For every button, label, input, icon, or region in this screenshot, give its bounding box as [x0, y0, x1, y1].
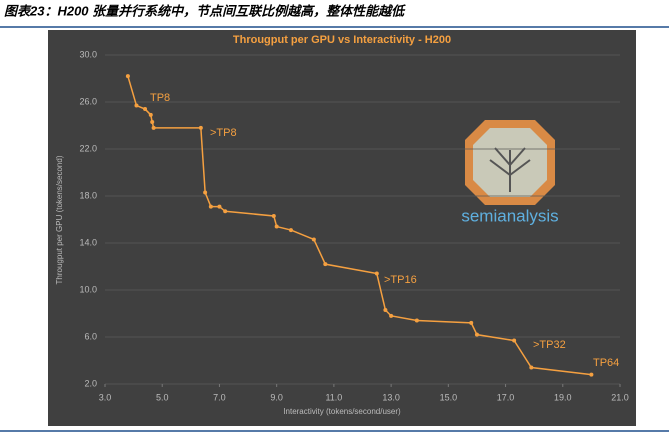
x-tick-label: 13.0: [382, 392, 400, 402]
y-tick-label: 30.0: [79, 49, 97, 59]
data-point: [223, 209, 228, 214]
chart-title: Througput per GPU vs Interactivity - H20…: [233, 34, 451, 46]
x-axis-label: Interactivity (tokens/second/user): [283, 407, 401, 416]
data-point: [150, 119, 155, 124]
data-point: [143, 107, 148, 112]
x-tick-label: 3.0: [99, 392, 112, 402]
x-tick-label: 17.0: [497, 392, 515, 402]
annotation: >TP32: [533, 339, 566, 351]
figure-title: 图表23：H200 张量并行系统中，节点间互联比例越高，整体性能越低: [4, 3, 406, 18]
annotation: TP8: [150, 92, 170, 104]
data-point: [274, 224, 279, 229]
x-tick-label: 7.0: [213, 392, 226, 402]
data-point: [469, 320, 474, 325]
x-tick-label: 11.0: [325, 392, 342, 402]
chart-background: [48, 30, 636, 426]
y-tick-label: 22.0: [79, 143, 97, 153]
x-tick-label: 5.0: [156, 392, 169, 402]
data-point: [323, 262, 328, 267]
data-point: [529, 365, 534, 370]
data-point: [311, 237, 316, 242]
y-tick-label: 6.0: [84, 331, 97, 341]
y-tick-label: 10.0: [79, 284, 97, 294]
data-point: [589, 372, 594, 377]
data-point: [125, 74, 130, 79]
x-tick-label: 21.0: [611, 392, 629, 402]
annotation: >TP8: [210, 127, 237, 139]
data-point: [198, 125, 203, 130]
y-tick-label: 18.0: [79, 190, 97, 200]
data-point: [148, 112, 153, 117]
data-point: [414, 318, 419, 323]
data-point: [374, 271, 379, 276]
annotation: >TP16: [384, 274, 417, 286]
y-tick-label: 26.0: [79, 96, 97, 106]
y-axis-label: Througput per GPU (tokens/second): [55, 155, 64, 284]
data-point: [271, 213, 276, 218]
data-point: [151, 125, 156, 130]
data-point: [217, 204, 222, 209]
logo: [465, 120, 555, 205]
data-point: [512, 338, 517, 343]
data-point: [208, 204, 213, 209]
data-point: [134, 103, 139, 108]
x-tick-label: 15.0: [440, 392, 458, 402]
y-tick-label: 14.0: [79, 237, 97, 247]
data-point: [288, 228, 293, 233]
x-tick-label: 9.0: [270, 392, 283, 402]
data-point: [389, 313, 394, 318]
data-point: [474, 332, 479, 337]
annotation: TP64: [593, 357, 619, 369]
data-point: [203, 190, 208, 195]
x-tick-label: 19.0: [554, 392, 572, 402]
watermark: semianalysis: [461, 206, 558, 225]
data-point: [383, 307, 388, 312]
logo-tree: [489, 147, 531, 192]
y-tick-label: 2.0: [84, 378, 97, 388]
